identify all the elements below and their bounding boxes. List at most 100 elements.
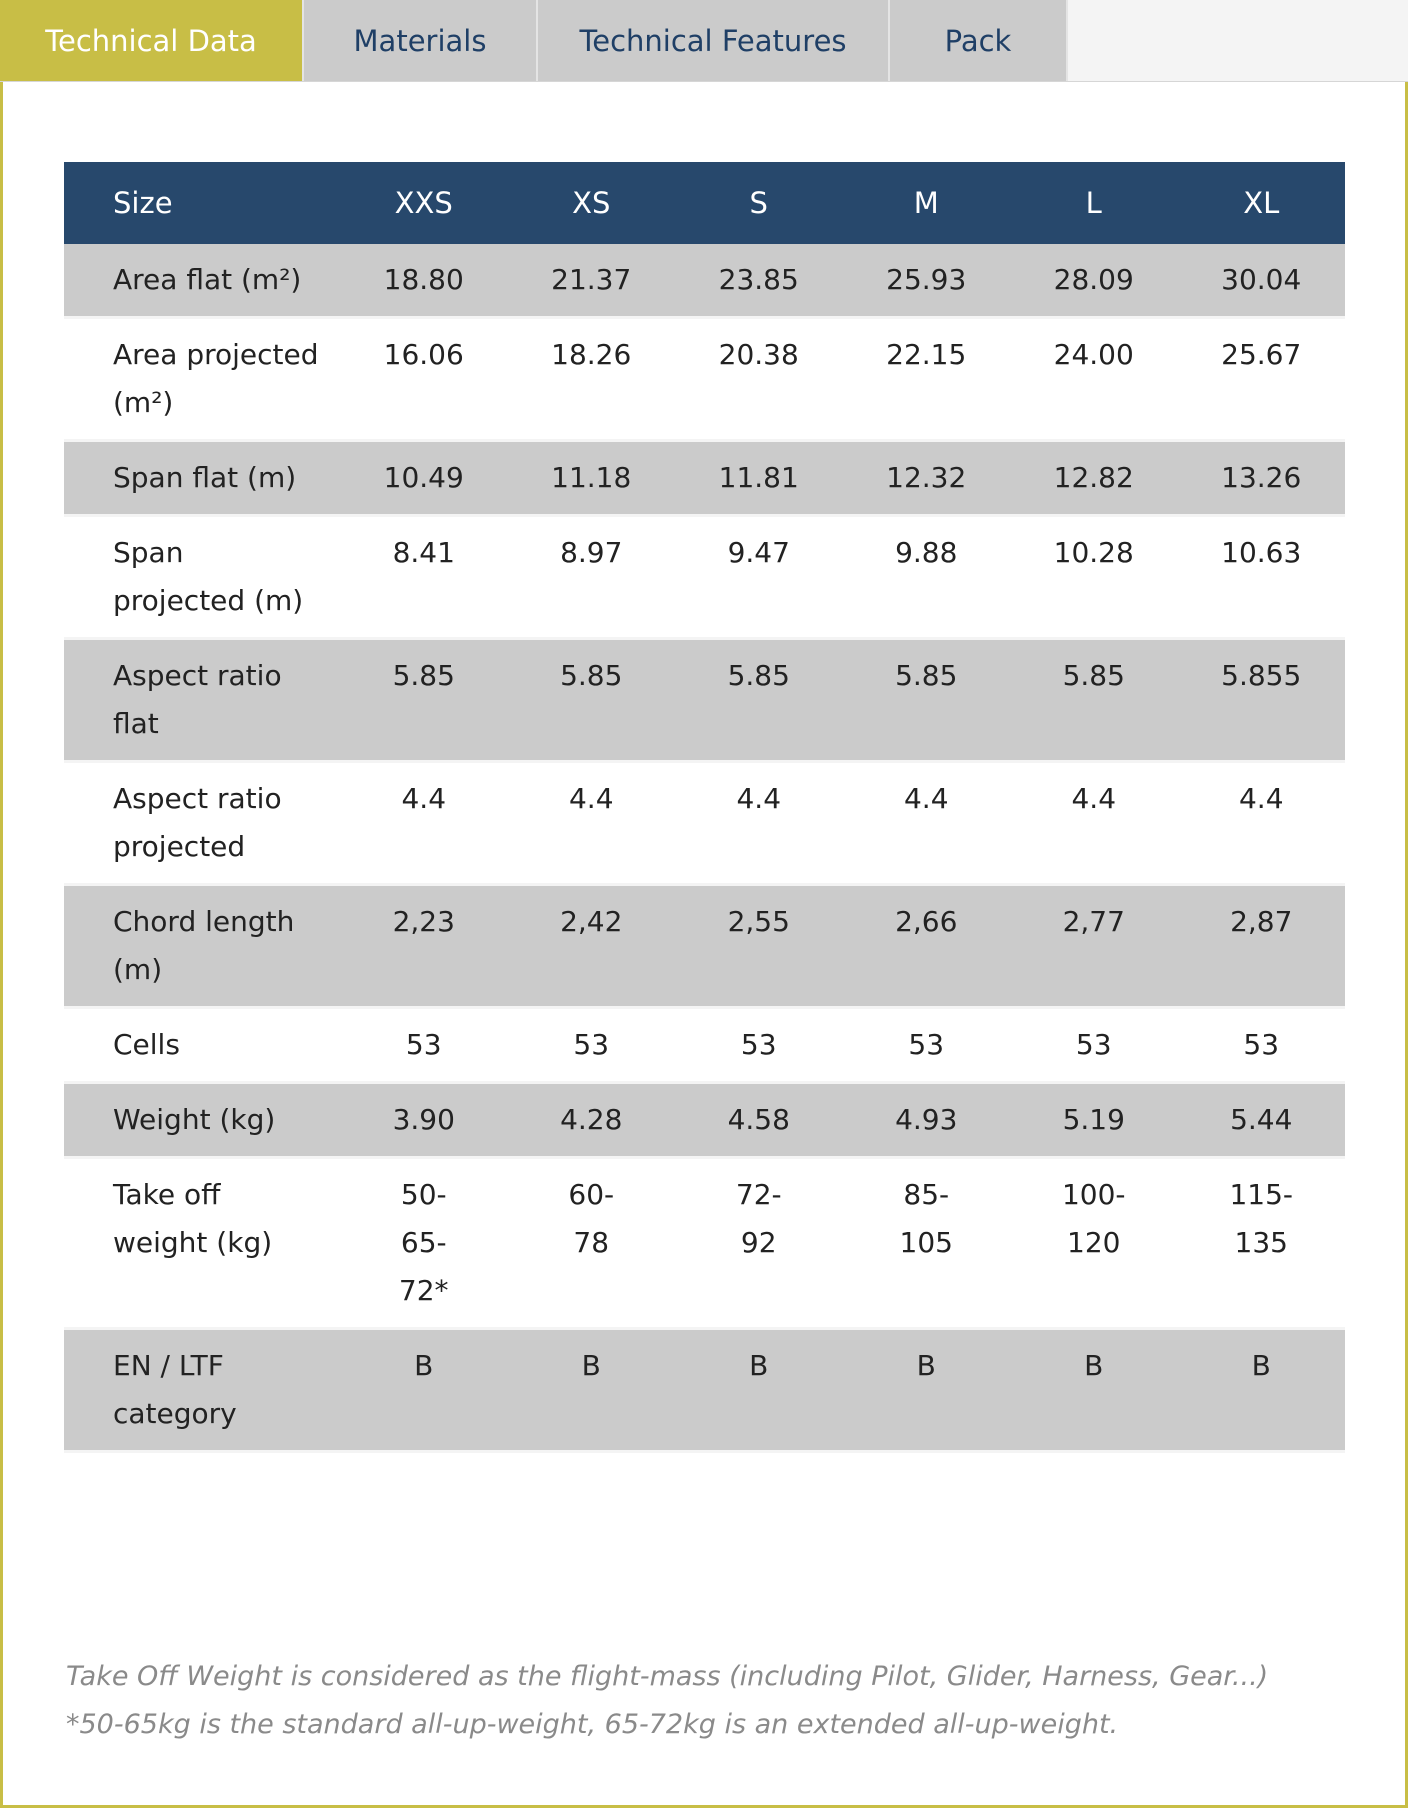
header-xxs: XXS xyxy=(394,186,453,220)
tab-materials[interactable]: Materials xyxy=(304,0,538,81)
cell-value: 21.37 xyxy=(507,244,675,319)
cell-value: 53 xyxy=(1177,1007,1345,1084)
cell-value: 16.06 xyxy=(340,317,508,442)
cell-value: 13.26 xyxy=(1177,440,1345,517)
header-l: L xyxy=(1085,186,1102,220)
row-label: Span flat (m) xyxy=(64,440,340,517)
row-label: Take off weight (kg) xyxy=(64,1157,340,1330)
cell-value: 53 xyxy=(340,1007,508,1084)
table-row: Aspect ratio flat 5.85 5.85 5.85 5.85 5.85 5.8… xyxy=(64,638,1345,763)
cell-value: 85- 105 xyxy=(842,1157,1010,1330)
table-row: Span flat (m) 10.49 11.18 11.81 12.32 12.82 13… xyxy=(64,440,1345,517)
table-row: Take off weight (kg) 50- 65- 72* 60- 78 72-… xyxy=(64,1157,1345,1330)
cell-value: 12.82 xyxy=(1010,440,1178,517)
table-header-row: Size XXS XS S M L XL xyxy=(64,162,1345,244)
cell-value: B xyxy=(1177,1328,1345,1453)
cell-value: 4.28 xyxy=(507,1082,675,1159)
cell-value: 4.4 xyxy=(842,761,1010,886)
cell-value: 5.85 xyxy=(1010,638,1178,763)
cell-value: B xyxy=(340,1328,508,1453)
cell-value: 5.85 xyxy=(507,638,675,763)
cell-value: 5.85 xyxy=(675,638,843,763)
footnotes: Take Off Weight is considered as the fli… xyxy=(66,1653,1346,1749)
cell-value: 115- 135 xyxy=(1177,1157,1345,1330)
cell-value: 53 xyxy=(507,1007,675,1084)
cell-value: 9.47 xyxy=(675,515,843,640)
cell-value: 18.80 xyxy=(340,244,508,319)
row-label: Chord length (m) xyxy=(64,884,340,1009)
cell-value: B xyxy=(675,1328,843,1453)
row-label: Area projected (m²) xyxy=(64,317,340,442)
cell-value: 2,87 xyxy=(1177,884,1345,1009)
cell-value: 5.85 xyxy=(340,638,508,763)
cell-value: 8.97 xyxy=(507,515,675,640)
row-label: Area flat (m²) xyxy=(64,244,340,319)
cell-value: 2,42 xyxy=(507,884,675,1009)
cell-value: 2,66 xyxy=(842,884,1010,1009)
cell-value: 22.15 xyxy=(842,317,1010,442)
tab-bar: Technical Data Materials Technical Featu… xyxy=(0,0,1408,82)
cell-value: 53 xyxy=(1010,1007,1178,1084)
cell-value: 10.63 xyxy=(1177,515,1345,640)
cell-value: 12.32 xyxy=(842,440,1010,517)
cell-value: 23.85 xyxy=(675,244,843,319)
table-row: Area projected (m²) 16.06 18.26 20.38 22.15 2… xyxy=(64,317,1345,442)
cell-value: 4.4 xyxy=(675,761,843,886)
cell-value: 10.49 xyxy=(340,440,508,517)
cell-value: 9.88 xyxy=(842,515,1010,640)
cell-value: 30.04 xyxy=(1177,244,1345,319)
cell-value: 4.4 xyxy=(340,761,508,886)
row-label: Weight (kg) xyxy=(64,1082,340,1159)
cell-value: 3.90 xyxy=(340,1082,508,1159)
table-row: Area flat (m²) 18.80 21.37 23.85 25.93 28.09 3… xyxy=(64,244,1345,319)
header-s: S xyxy=(749,186,768,220)
header-xl: XL xyxy=(1243,186,1280,220)
cell-value: 50- 65- 72* xyxy=(340,1157,508,1330)
table-row: Aspect ratio projected 4.4 4.4 4.4 4.4 4.4 4.4 xyxy=(64,761,1345,886)
row-label: EN / LTF category xyxy=(64,1328,340,1453)
cell-value: B xyxy=(507,1328,675,1453)
cell-value: 2,23 xyxy=(340,884,508,1009)
table-header: Size XXS XS S M L XL xyxy=(64,162,1345,244)
table-row: Weight (kg) 3.90 4.28 4.58 4.93 5.19 5.44 xyxy=(64,1082,1345,1159)
table-body: Area flat (m²) 18.80 21.37 23.85 25.93 28.09 3… xyxy=(64,244,1345,1453)
cell-value: B xyxy=(842,1328,1010,1453)
cell-value: 20.38 xyxy=(675,317,843,442)
cell-value: 18.26 xyxy=(507,317,675,442)
row-label: Aspect ratio flat xyxy=(64,638,340,763)
tab-pack[interactable]: Pack xyxy=(890,0,1068,81)
table-row: Chord length (m) 2,23 2,42 2,55 2,66 2,77 2,87 xyxy=(64,884,1345,1009)
header-m: M xyxy=(913,186,939,220)
cell-value: 2,77 xyxy=(1010,884,1178,1009)
cell-value: 100- 120 xyxy=(1010,1157,1178,1330)
cell-value: 28.09 xyxy=(1010,244,1178,319)
cell-value: 4.93 xyxy=(842,1082,1010,1159)
cell-value: 10.28 xyxy=(1010,515,1178,640)
header-xs: XS xyxy=(572,186,611,220)
cell-value: 5.85 xyxy=(842,638,1010,763)
technical-data-table: Size XXS XS S M L XL Area flat (m²) 18.80… xyxy=(64,162,1345,1453)
cell-value: 53 xyxy=(675,1007,843,1084)
cell-value: 24.00 xyxy=(1010,317,1178,442)
cell-value: 4.4 xyxy=(1010,761,1178,886)
cell-value: 53 xyxy=(842,1007,1010,1084)
cell-value: 25.67 xyxy=(1177,317,1345,442)
row-label: Cells xyxy=(64,1007,340,1084)
cell-value: 11.81 xyxy=(675,440,843,517)
table-row: EN / LTF category B B B B B B xyxy=(64,1328,1345,1453)
cell-value: B xyxy=(1010,1328,1178,1453)
cell-value: 4.4 xyxy=(1177,761,1345,886)
cell-value: 8.41 xyxy=(340,515,508,640)
cell-value: 2,55 xyxy=(675,884,843,1009)
footnote-takeoff-weight: Take Off Weight is considered as the fli… xyxy=(66,1661,1269,1692)
cell-value: 72- 92 xyxy=(675,1157,843,1330)
tab-technical-data[interactable]: Technical Data xyxy=(0,0,304,81)
cell-value: 4.58 xyxy=(675,1082,843,1159)
tab-technical-features[interactable]: Technical Features xyxy=(538,0,890,81)
cell-value: 5.855 xyxy=(1177,638,1345,763)
table-row: Cells 53 53 53 53 53 53 xyxy=(64,1007,1345,1084)
row-label: Aspect ratio projected xyxy=(64,761,340,886)
header-size: Size xyxy=(113,186,173,220)
cell-value: 5.44 xyxy=(1177,1082,1345,1159)
cell-value: 25.93 xyxy=(842,244,1010,319)
